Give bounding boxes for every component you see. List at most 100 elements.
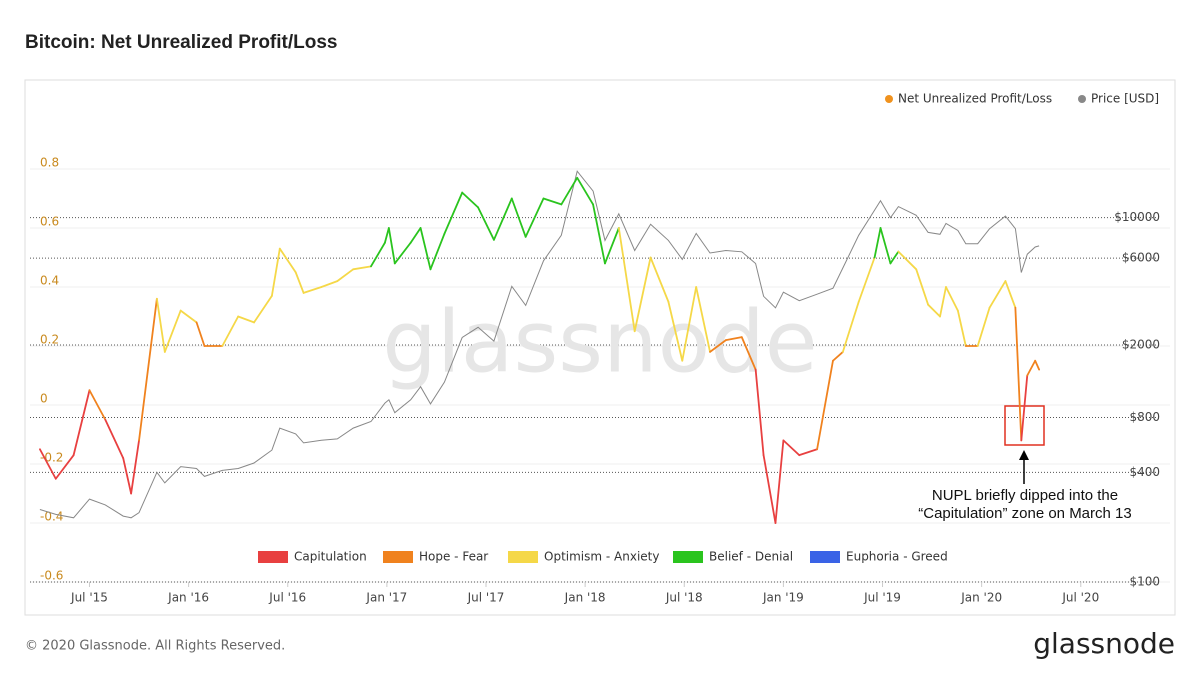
annotation-arrowhead <box>1019 450 1029 460</box>
footer: © 2020 Glassnode. All Rights Reserved. <box>25 639 285 654</box>
x-tick-label: Jan '20 <box>960 591 1002 605</box>
nupl-segment <box>633 256 652 333</box>
nupl-segment <box>524 197 545 238</box>
nupl-segment <box>709 339 727 353</box>
x-tick-label: Jul '15 <box>70 591 108 605</box>
nupl-segment <box>927 303 941 318</box>
nupl-segment <box>179 309 198 324</box>
nupl-segment <box>873 227 882 259</box>
nupl-segment <box>762 454 777 524</box>
zone-swatch <box>383 551 413 563</box>
nupl-segment <box>976 306 991 347</box>
y2-tick-label: $10000 <box>1114 210 1160 224</box>
y-tick-label: 0.4 <box>40 274 59 288</box>
nupl-segment <box>336 268 355 283</box>
nupl-segment <box>617 227 636 333</box>
price-line <box>39 170 1040 519</box>
nupl-segment <box>383 227 390 244</box>
nupl-segment <box>54 454 75 480</box>
nupl-segment <box>724 336 743 342</box>
nupl-segment <box>370 241 386 268</box>
y2-tick-label: $800 <box>1129 410 1160 424</box>
y-tick-label: 0.2 <box>40 333 59 347</box>
chart-title: Bitcoin: Net Unrealized Profit/Loss <box>25 32 337 53</box>
nupl-segment <box>542 197 563 206</box>
zone-label: Optimism - Anxiety <box>544 550 659 564</box>
legend-swatch <box>1078 95 1086 103</box>
nupl-segment <box>649 256 670 303</box>
nupl-segment <box>320 280 339 288</box>
nupl-segment <box>443 191 464 235</box>
watermark: glassnode <box>382 292 817 392</box>
legend-label: Net Unrealized Profit/Loss <box>898 92 1052 106</box>
nupl-segment <box>1014 306 1023 442</box>
y-tick-label: -0.4 <box>40 510 63 524</box>
nupl-segment <box>782 439 801 457</box>
nupl-segment <box>667 300 684 362</box>
x-tick-label: Jul '20 <box>1061 591 1099 605</box>
nupl-segment <box>798 448 818 457</box>
y2-tick-label: $2000 <box>1122 337 1160 351</box>
nupl-segment <box>477 206 495 241</box>
zone-label: Belief - Denial <box>709 550 793 564</box>
y2-tick-label: $400 <box>1129 465 1160 479</box>
nupl-segment <box>1026 359 1037 377</box>
zone-swatch <box>508 551 538 563</box>
nupl-segment <box>754 368 765 457</box>
nupl-segment <box>393 241 412 265</box>
nupl-segment <box>832 350 844 362</box>
nupl-segment <box>352 265 372 271</box>
annotation-text: “Capitulation” zone on March 13 <box>918 505 1131 522</box>
y-tick-label: -0.6 <box>40 569 63 583</box>
nupl-segment <box>419 227 432 271</box>
nupl-segment <box>1034 359 1041 371</box>
nupl-segment <box>409 227 422 244</box>
nupl-segment <box>889 250 900 265</box>
nupl-segment <box>740 336 757 371</box>
nupl-segment <box>302 286 323 294</box>
nupl-segment <box>592 203 606 265</box>
zone-swatch <box>258 551 288 563</box>
y2-tick-label: $6000 <box>1122 251 1160 265</box>
nupl-segment <box>510 197 527 238</box>
x-tick-label: Jan '16 <box>167 591 209 605</box>
legend-swatch <box>885 95 893 103</box>
y-tick-label: 0 <box>40 392 48 406</box>
zone-label: Capitulation <box>294 550 367 564</box>
nupl-segment <box>939 286 947 318</box>
x-tick-label: Jan '18 <box>564 591 606 605</box>
nupl-segment <box>857 256 876 303</box>
nupl-segment <box>841 300 860 353</box>
nupl-segment <box>237 315 255 324</box>
nupl-segment <box>387 227 396 265</box>
nupl-segment <box>576 176 594 206</box>
x-tick-label: Jan '17 <box>365 591 407 605</box>
x-tick-label: Jul '17 <box>467 591 505 605</box>
nupl-segment <box>88 389 107 421</box>
nupl-segment <box>221 315 240 347</box>
nupl-segment <box>945 286 959 312</box>
nupl-segment <box>816 359 834 451</box>
nupl-segment <box>253 294 273 324</box>
x-tick-label: Jul '18 <box>665 591 703 605</box>
nupl-segment <box>122 457 133 495</box>
nupl-segment <box>1020 374 1029 442</box>
nupl-segment <box>461 191 479 209</box>
nupl-segment <box>774 439 785 524</box>
nupl-segment <box>429 232 446 271</box>
nupl-segment <box>278 247 297 274</box>
zone-swatch <box>673 551 703 563</box>
nupl-segment <box>155 297 166 353</box>
nupl-segment <box>560 176 579 206</box>
y-tick-label: 0.8 <box>40 156 59 170</box>
x-tick-label: Jul '19 <box>863 591 901 605</box>
nupl-segment <box>493 197 513 241</box>
nupl-segment <box>681 286 698 362</box>
zone-label: Euphoria - Greed <box>846 550 948 564</box>
legend-label: Price [USD] <box>1091 92 1159 106</box>
nupl-segment <box>956 309 967 347</box>
nupl-segment <box>1004 280 1017 309</box>
nupl-segment <box>604 227 620 265</box>
x-tick-label: Jan '19 <box>762 591 804 605</box>
